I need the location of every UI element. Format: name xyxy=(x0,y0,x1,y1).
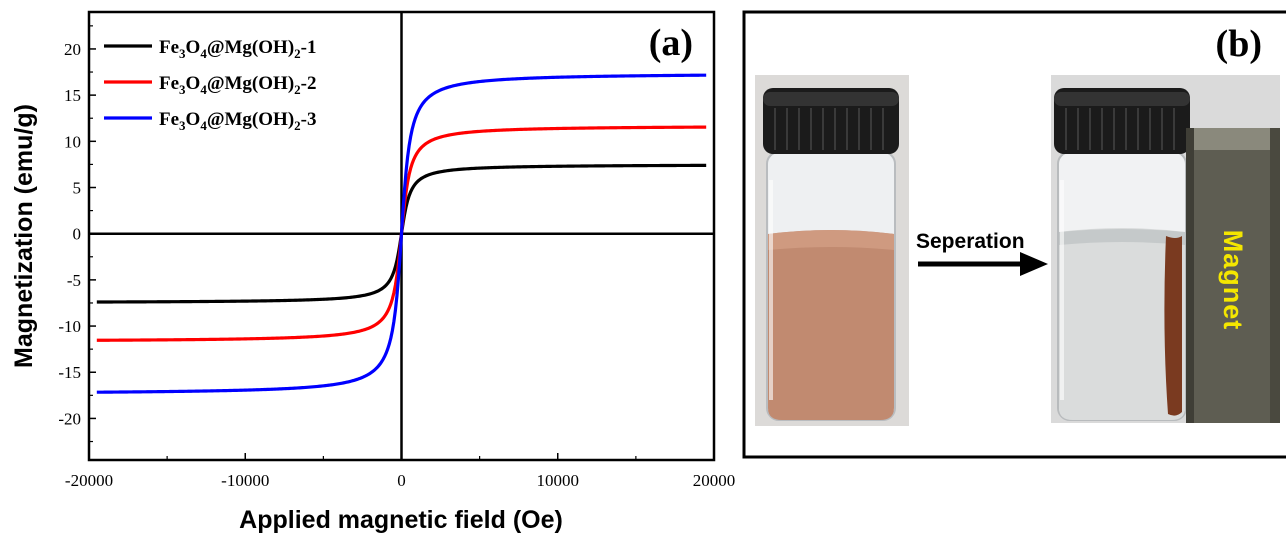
x-tick-label: 0 xyxy=(397,471,406,490)
y-axis-title: Magnetization (emu/g) xyxy=(10,104,38,368)
magnet-block xyxy=(1186,128,1280,423)
legend-entry-3: Fe3O4@Mg(OH)2-3 xyxy=(159,109,316,133)
y-tick-label: 0 xyxy=(73,225,82,244)
hysteresis-chart: -20 -15 -10 -5 0 5 10 15 20 -20000 -10000 0 10000 20… xyxy=(10,10,735,534)
y-tick-label: 20 xyxy=(64,40,81,59)
x-tick-label: 20000 xyxy=(693,471,736,490)
separated-particles xyxy=(1164,236,1182,416)
x-axis-ticks: -20000 -10000 0 10000 20000 xyxy=(65,453,735,490)
magnet-label: Magnet xyxy=(1218,230,1248,331)
x-tick-label: -20000 xyxy=(65,471,113,490)
clear-liquid xyxy=(1059,228,1185,420)
photo-vial-after: Magnet xyxy=(1051,75,1280,423)
legend-entry-2: Fe3O4@Mg(OH)2-2 xyxy=(159,73,316,97)
brown-suspension xyxy=(768,230,894,420)
series-lines xyxy=(96,73,707,394)
y-tick-label: 15 xyxy=(64,86,81,105)
y-tick-label: -5 xyxy=(67,271,81,290)
y-tick-label: 5 xyxy=(73,179,82,198)
y-tick-label: 10 xyxy=(64,132,81,151)
separation-arrow: Seperation xyxy=(916,230,1048,276)
y-tick-label: -10 xyxy=(58,317,81,336)
photo-panel: (b) Seperation xyxy=(742,10,1286,459)
legend-entry-1: Fe3O4@Mg(OH)2-1 xyxy=(159,37,316,61)
x-tick-label: -10000 xyxy=(221,471,269,490)
y-axis-ticks: -20 -15 -10 -5 0 5 10 15 20 xyxy=(58,25,96,443)
arrow-label: Seperation xyxy=(916,230,1025,253)
panel-label-a: (a) xyxy=(649,22,693,64)
x-tick-label: 10000 xyxy=(537,471,580,490)
y-tick-label: -15 xyxy=(58,363,81,382)
legend: Fe3O4@Mg(OH)2-1 Fe3O4@Mg(OH)2-2 Fe3O4@Mg(O… xyxy=(104,37,316,133)
photo-vial-before xyxy=(755,75,909,426)
y-tick-label: -20 xyxy=(58,409,81,428)
series-line-3 xyxy=(96,73,707,394)
x-axis-title: Applied magnetic field (Oe) xyxy=(239,506,563,534)
panel-label-b: (b) xyxy=(1216,23,1262,65)
